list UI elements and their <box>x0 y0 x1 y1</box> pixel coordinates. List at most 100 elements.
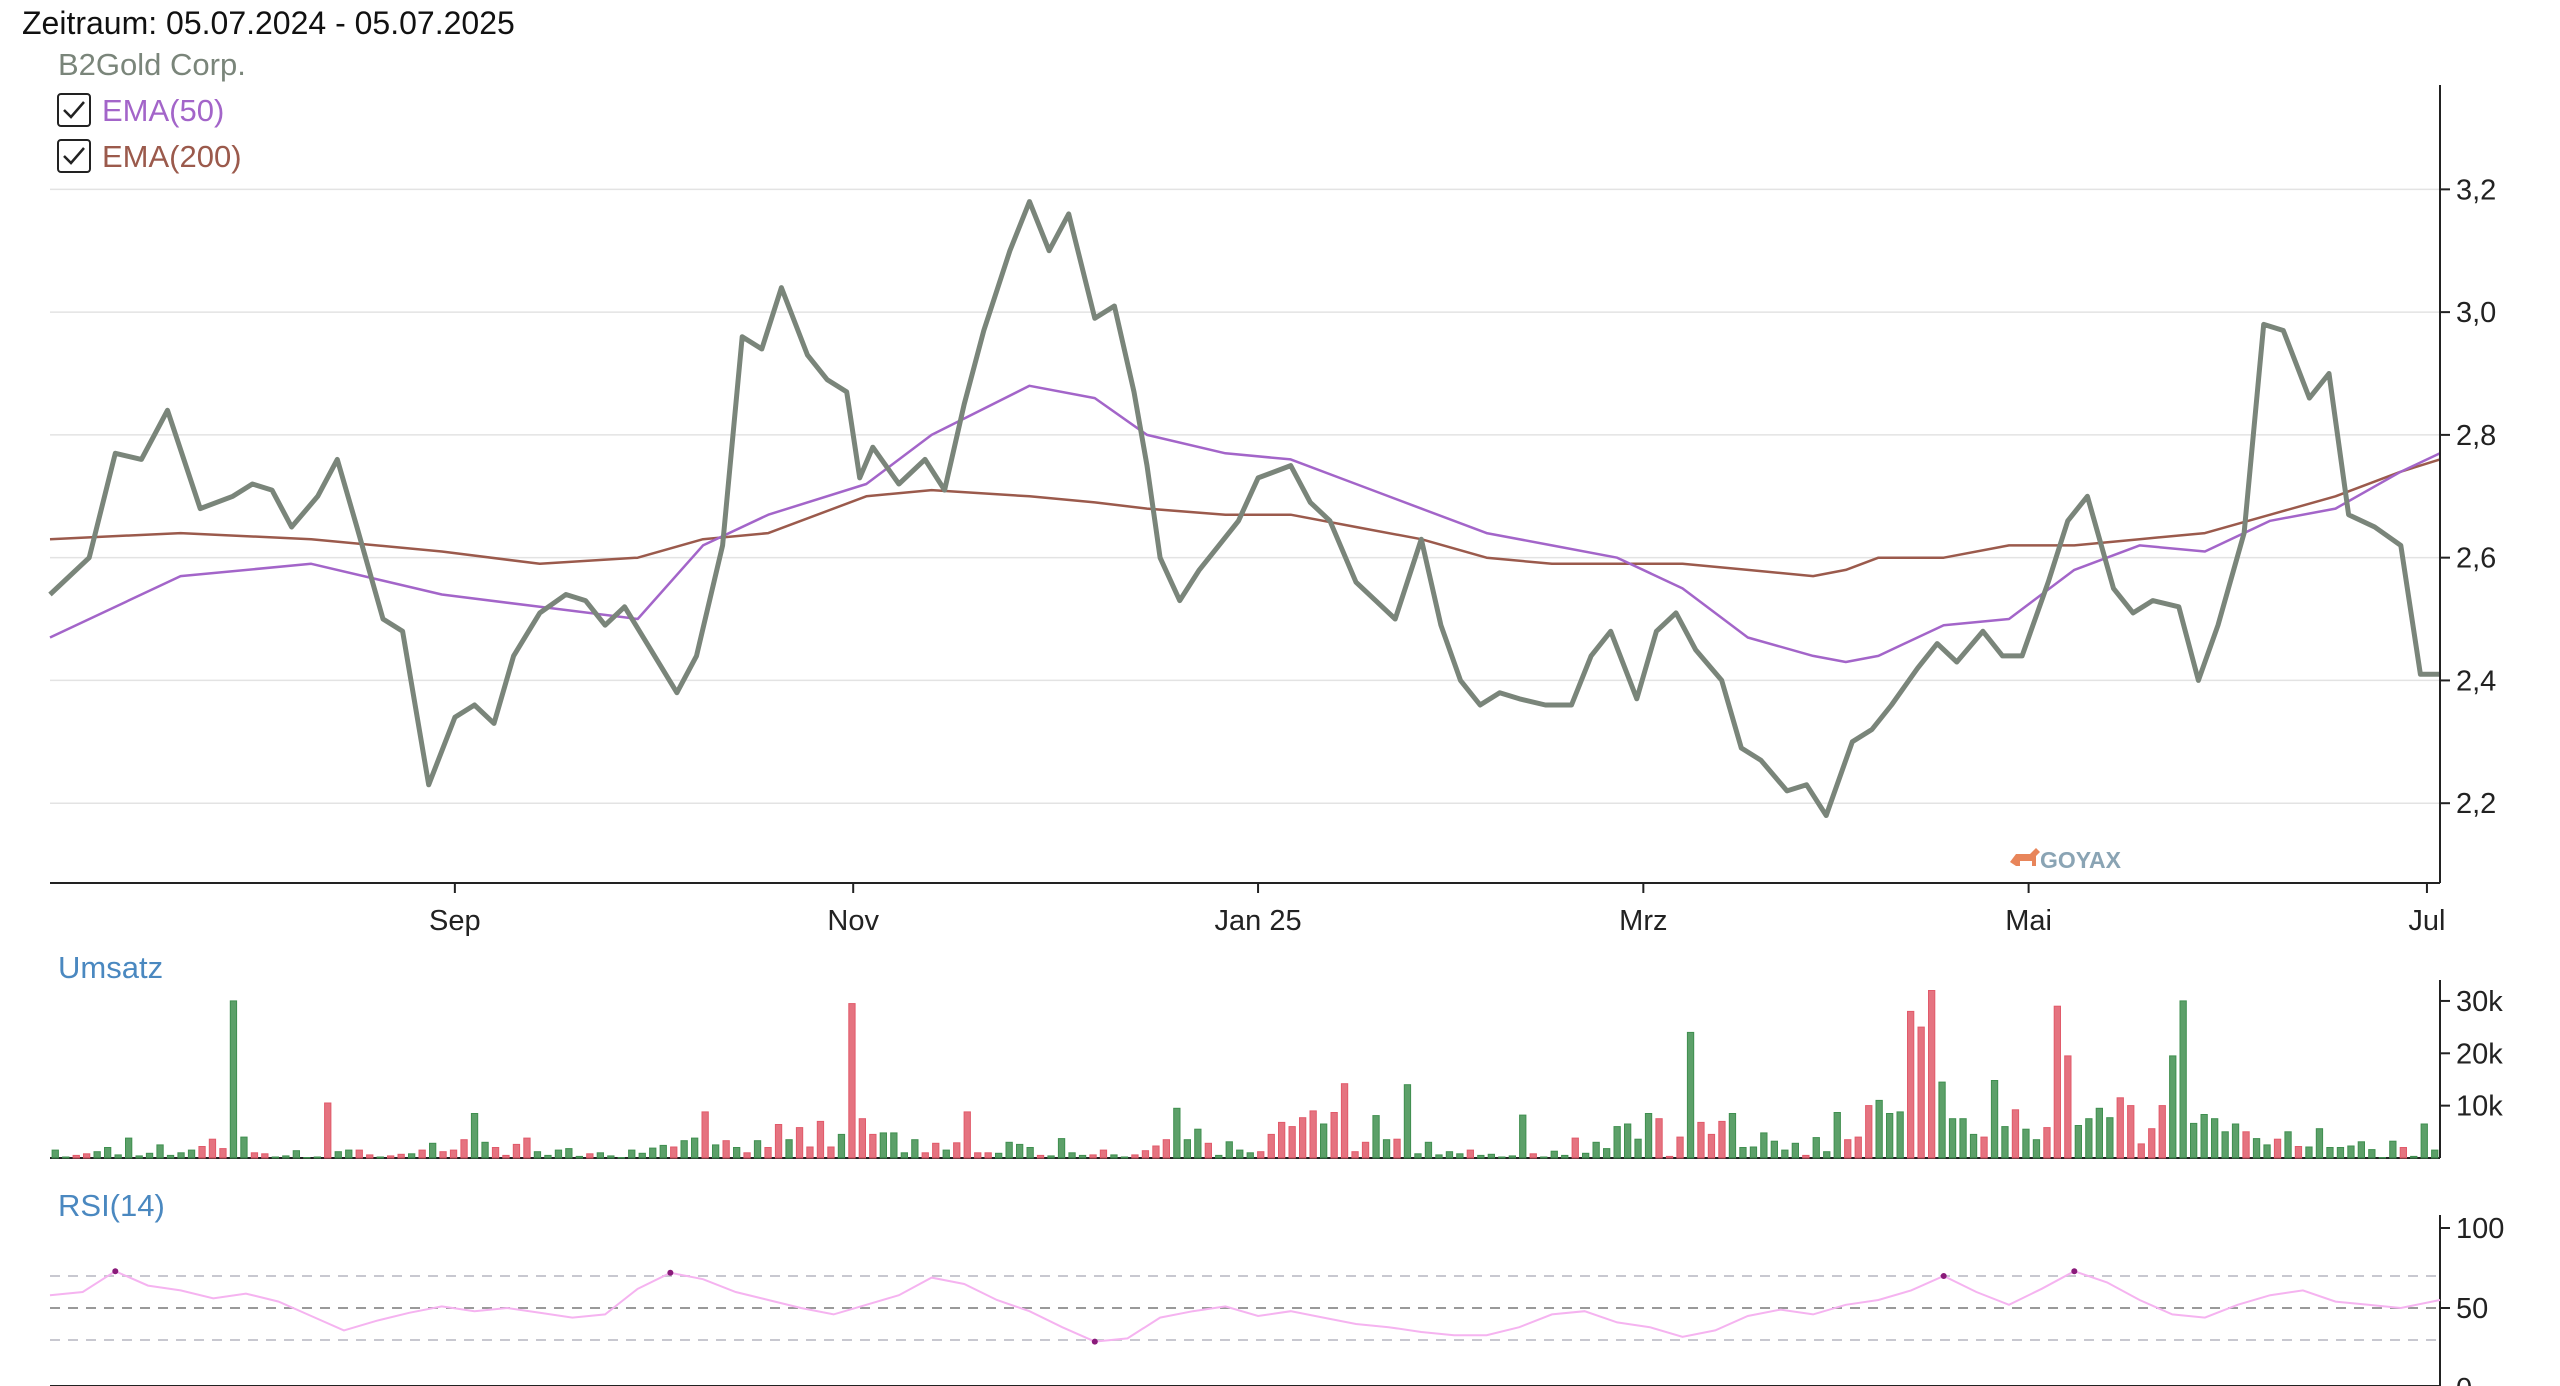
price-y-tick-label: 2,6 <box>2456 543 2496 575</box>
volume-y-tick-label: 30k <box>2456 986 2503 1018</box>
price-y-tick-label: 2,2 <box>2456 788 2496 820</box>
volume-bar <box>932 1142 940 1159</box>
volume-bar <box>1896 1111 1904 1159</box>
watermark-text: GOYAX <box>2040 847 2122 873</box>
volume-bar <box>271 1156 280 1159</box>
volume-bar <box>1686 1031 1695 1159</box>
volume-bar <box>1550 1150 1558 1159</box>
volume-bar <box>596 1152 605 1159</box>
volume-bar <box>1634 1138 1642 1159</box>
volume-bar <box>1089 1154 1097 1159</box>
ema200-series <box>49 458 2441 578</box>
volume-bar <box>1361 1141 1370 1159</box>
volume-bar <box>2263 1144 2271 1159</box>
volume-bar <box>470 1113 479 1159</box>
volume-bar <box>1498 1156 1506 1159</box>
volume-bar <box>1487 1153 1495 1159</box>
volume-bar <box>1016 1143 1024 1159</box>
volume-bar <box>2137 1143 2145 1159</box>
volume-bar <box>125 1137 133 1159</box>
volume-bar <box>1854 1136 1862 1159</box>
volume-bar <box>995 1152 1003 1159</box>
volume-bar <box>51 1149 59 1159</box>
volume-bar <box>942 1149 950 1159</box>
volume-bar <box>921 1152 929 1159</box>
volume-bar <box>1760 1132 1768 1159</box>
volume-bar <box>1120 1156 1129 1159</box>
volume-bar <box>2001 1126 2009 1159</box>
chart-legend[interactable]: B2Gold Corp. EMA(50) EMA(200) <box>57 47 246 174</box>
volume-bar <box>303 1157 311 1159</box>
volume-bar <box>2053 1005 2061 1159</box>
volume-bar <box>764 1147 772 1159</box>
volume-bar <box>2158 1105 2166 1159</box>
volume-bar <box>2011 1109 2020 1159</box>
volume-bar <box>2200 1114 2208 1159</box>
checkmark-icon <box>63 101 85 119</box>
rsi-y-tick-label: 100 <box>2456 1213 2504 1245</box>
price-x-tick-label: Nov <box>827 905 879 937</box>
volume-bar <box>1445 1151 1454 1159</box>
volume-bar <box>2305 1146 2313 1159</box>
volume-bar <box>1152 1145 1160 1159</box>
volume-bar <box>2106 1117 2114 1159</box>
volume-bar <box>1592 1141 1600 1159</box>
volume-bar <box>617 1157 625 1159</box>
volume-bar <box>911 1139 919 1159</box>
volume-bar <box>1823 1151 1831 1159</box>
price-x-tick-label: Mai <box>2005 905 2052 937</box>
volume-bar <box>1886 1113 1894 1159</box>
volume-bar <box>1267 1133 1275 1159</box>
volume-bar <box>1907 1010 1915 1159</box>
volume-bar <box>2085 1118 2093 1159</box>
volume-bar <box>334 1151 342 1159</box>
volume-bar <box>1320 1123 1328 1159</box>
volume-bar <box>145 1152 154 1159</box>
volume-bar <box>156 1144 164 1159</box>
volume-bar <box>869 1133 877 1159</box>
volume-bar <box>229 1000 238 1159</box>
volume-bar <box>1477 1154 1485 1159</box>
volume-bar <box>1424 1141 1433 1159</box>
volume-bar <box>1613 1126 1621 1159</box>
volume-bar <box>1162 1139 1170 1159</box>
volume-bar <box>355 1149 363 1159</box>
volume-bar <box>2420 1123 2428 1159</box>
volume-bar <box>2273 1138 2282 1159</box>
volume-bar <box>1938 1081 1946 1159</box>
price-x-tick-label: Mrz <box>1619 905 1667 937</box>
volume-bar <box>2148 1128 2156 1159</box>
volume-bar <box>2336 1147 2345 1159</box>
volume-bar <box>1340 1083 1349 1159</box>
volume-bar <box>638 1152 646 1159</box>
volume-bar <box>1047 1155 1055 1159</box>
volume-bar <box>607 1155 615 1159</box>
volume-bar <box>1928 990 1936 1159</box>
volume-bar <box>795 1127 804 1159</box>
volume-bar <box>2231 1123 2240 1159</box>
volume-bar <box>670 1146 678 1159</box>
volume-bar <box>1372 1115 1380 1159</box>
rsi-point <box>667 1269 674 1276</box>
volume-bar <box>1529 1153 1537 1159</box>
volume-bar <box>712 1144 720 1159</box>
volume-bar <box>1540 1156 1548 1159</box>
volume-bar <box>93 1151 101 1159</box>
volume-bar <box>963 1111 971 1159</box>
volume-bar <box>1215 1154 1223 1159</box>
volume-bar <box>166 1154 175 1159</box>
volume-bar <box>104 1147 112 1159</box>
volume-bar <box>2294 1146 2303 1159</box>
volume-bar <box>575 1155 584 1159</box>
volume-bar <box>1110 1154 1118 1159</box>
volume-bar <box>1770 1140 1778 1159</box>
goyax-watermark: GOYAX <box>2010 847 2122 873</box>
volume-bar <box>984 1152 992 1159</box>
volume-bar <box>1582 1152 1590 1159</box>
volume-bar <box>187 1149 196 1159</box>
volume-bar <box>1330 1112 1338 1159</box>
price-line <box>48 199 2440 818</box>
volume-bar <box>2221 1131 2229 1159</box>
ema200-line <box>49 458 2441 578</box>
volume-bar <box>1246 1152 1254 1159</box>
